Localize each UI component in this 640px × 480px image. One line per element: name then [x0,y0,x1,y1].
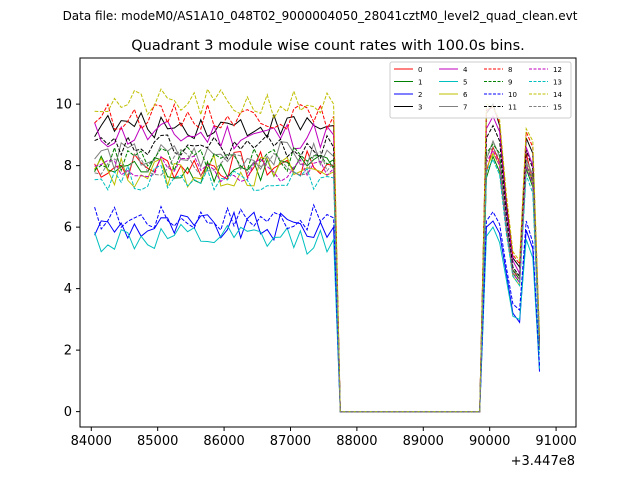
series-line-7 [94,139,540,413]
series-line-11 [94,124,540,413]
series-line-10 [94,203,540,413]
y-tick-label: 0 [64,405,72,420]
y-axis: 0 2 4 6 8 10 [55,98,80,420]
series-line-8 [94,102,540,413]
legend-label: 4 [463,66,468,74]
legend-label: 0 [418,66,422,74]
chart-title: Quadrant 3 module wise count rates with … [131,38,525,54]
legend-box [389,61,572,119]
series-line-1 [94,154,540,413]
series-line-14 [94,87,540,413]
legend-label: 2 [418,91,422,99]
series-line-6 [94,152,540,413]
series-line-4 [94,115,540,413]
y-tick-label: 2 [64,344,72,359]
y-tick-label: 4 [64,282,72,297]
series-line-0 [94,145,540,413]
x-tick-label: 86000 [203,434,244,449]
legend-label: 14 [553,91,562,99]
legend-label: 11 [508,104,517,112]
series-line-5 [94,223,540,413]
x-tick-label: 89000 [403,434,444,449]
x-tick-label: 91000 [535,434,576,449]
legend-label: 10 [508,91,517,99]
y-tick-label: 8 [64,159,72,174]
y-tick-label: 6 [64,221,72,236]
figure-suptitle: Data file: modeM0/AS1A10_048T02_90000040… [63,9,578,23]
legend-label: 1 [418,79,422,87]
axes-frame [79,57,577,428]
x-tick-label: 87000 [270,434,311,449]
series-line-15 [94,146,540,413]
series-line-13 [94,158,540,413]
x-tick-label: 84000 [71,434,112,449]
legend-label: 8 [508,66,512,74]
legend-label: 7 [463,104,467,112]
legend-label: 6 [463,91,468,99]
series-line-12 [94,149,540,413]
series-line-3 [94,102,540,413]
series-line-2 [94,210,540,413]
legend-label: 12 [553,66,562,74]
series-layer [94,87,540,413]
x-tick-label: 90000 [469,434,510,449]
legend-label: 5 [463,79,467,87]
legend-label: 3 [418,104,422,112]
x-tick-label: 85000 [137,434,178,449]
legend-label: 13 [553,79,562,87]
x-axis-offset-label: +3.447e8 [511,454,575,469]
legend-label: 15 [553,104,562,112]
x-axis: 84000 85000 86000 87000 88000 89000 90000 91000 [71,427,577,449]
y-tick-label: 10 [55,98,72,113]
legend-label: 9 [508,79,512,87]
x-tick-label: 88000 [336,434,377,449]
